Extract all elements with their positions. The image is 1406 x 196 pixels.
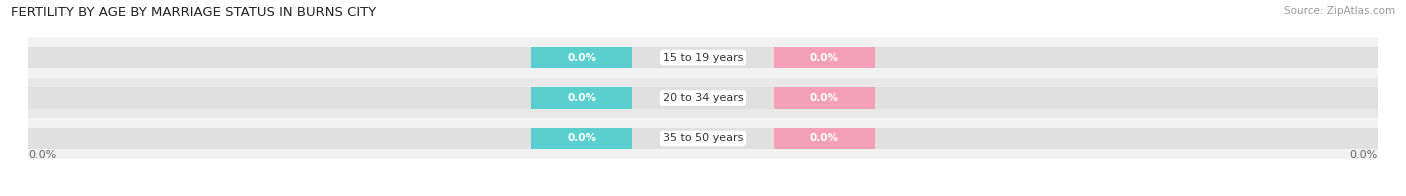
Text: 0.0%: 0.0% <box>567 53 596 63</box>
Text: 0.0%: 0.0% <box>810 133 839 143</box>
Text: 20 to 34 years: 20 to 34 years <box>662 93 744 103</box>
Text: 0.0%: 0.0% <box>810 53 839 63</box>
Bar <box>531 128 633 149</box>
Text: 0.0%: 0.0% <box>810 93 839 103</box>
Bar <box>28 87 1378 109</box>
Text: 0.0%: 0.0% <box>567 133 596 143</box>
Bar <box>28 128 1378 149</box>
Text: 0.0%: 0.0% <box>28 150 56 160</box>
Bar <box>773 128 875 149</box>
Bar <box>531 87 633 109</box>
Text: 0.0%: 0.0% <box>1350 150 1378 160</box>
Bar <box>773 47 875 68</box>
Bar <box>773 87 875 109</box>
Text: 15 to 19 years: 15 to 19 years <box>662 53 744 63</box>
Text: 0.0%: 0.0% <box>567 93 596 103</box>
Bar <box>28 78 1378 118</box>
Text: FERTILITY BY AGE BY MARRIAGE STATUS IN BURNS CITY: FERTILITY BY AGE BY MARRIAGE STATUS IN B… <box>11 6 377 19</box>
Text: Source: ZipAtlas.com: Source: ZipAtlas.com <box>1284 6 1395 16</box>
Bar <box>531 47 633 68</box>
Text: 35 to 50 years: 35 to 50 years <box>662 133 744 143</box>
Bar <box>28 47 1378 68</box>
Bar <box>28 118 1378 159</box>
Bar <box>28 37 1378 78</box>
